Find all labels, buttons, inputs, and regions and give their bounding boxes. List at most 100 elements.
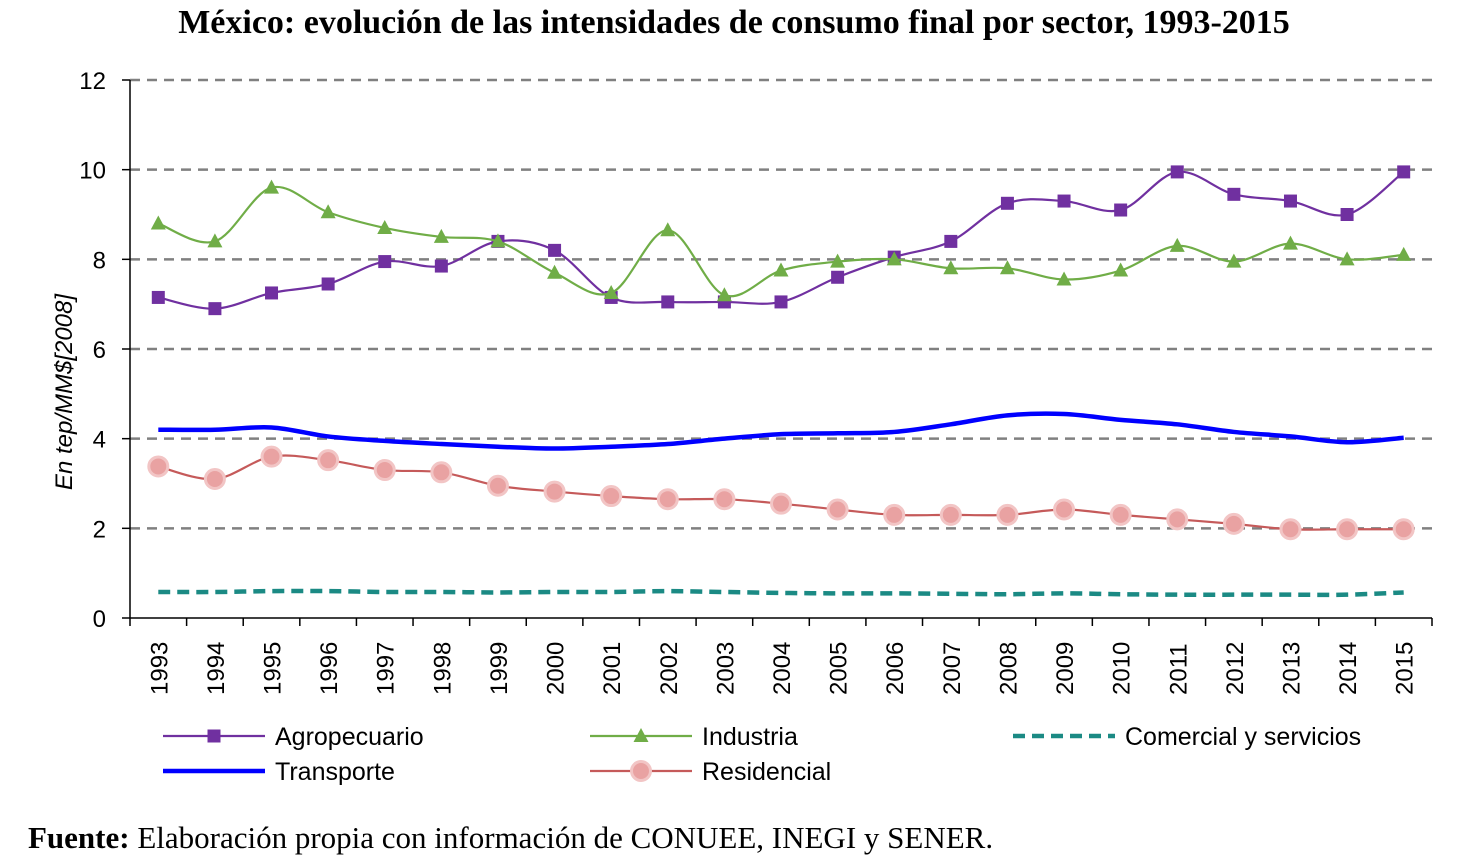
point-residencial-1993: [147, 455, 170, 478]
point-residencial-2015: [1392, 518, 1415, 541]
point-agropecuario-1996: [321, 277, 335, 291]
x-tick-label-2007: 2007: [939, 642, 966, 695]
legend-label-transporte: Transporte: [275, 758, 395, 786]
x-tick-label-2008: 2008: [995, 642, 1022, 695]
x-tick-label-2010: 2010: [1109, 642, 1136, 695]
source-label: Fuente:: [28, 820, 130, 855]
point-residencial-2006: [883, 503, 906, 526]
legend-marker-industria: [633, 728, 649, 742]
x-tick-label-1999: 1999: [486, 642, 513, 695]
point-industria-2010: [1113, 262, 1129, 277]
point-industria-1995: [264, 179, 280, 194]
point-residencial-2004: [770, 492, 792, 515]
legend-marker-agropecuario: [207, 729, 221, 743]
chart: 0 2 4 6 8 10 12 1993 1994 1995 1996 1997 1998 1999 20…: [51, 68, 1433, 786]
x-tick-label-2002: 2002: [656, 642, 683, 695]
legend-item-industria: Industria: [590, 723, 798, 751]
point-industria-1999: [490, 233, 506, 248]
point-agropecuario-1997: [378, 255, 392, 269]
legend-label-comercial-y-servicios: Comercial y servicios: [1125, 723, 1361, 751]
series-line-agropecuario: [158, 170, 1405, 310]
chart-title: México: evolución de las intensidades de…: [178, 4, 1290, 41]
point-industria-2002: [660, 222, 676, 237]
point-agropecuario-2000: [548, 243, 562, 257]
x-tick-label-2011: 2011: [1165, 643, 1192, 695]
point-residencial-2005: [826, 498, 849, 521]
legend-label-industria: Industria: [702, 723, 798, 751]
legend-item-transporte: Transporte: [163, 758, 395, 786]
series-group: [147, 165, 1415, 598]
gridlines: [130, 78, 1432, 530]
x-tick-label-1996: 1996: [316, 642, 343, 695]
point-residencial-2010: [1109, 503, 1132, 526]
x-tick-label-2004: 2004: [769, 642, 796, 695]
point-residencial-1997: [373, 459, 396, 482]
x-tick-label-2015: 2015: [1392, 642, 1419, 695]
point-agropecuario-1998: [434, 259, 448, 273]
point-agropecuario-1995: [265, 286, 279, 300]
point-residencial-2013: [1279, 518, 1302, 541]
x-tick-label-2001: 2001: [599, 642, 626, 695]
point-agropecuario-1993: [151, 290, 165, 304]
point-industria-1994: [207, 233, 223, 248]
point-agropecuario-2002: [661, 295, 675, 309]
series-comercial-y-servicios: [158, 588, 1404, 598]
point-agropecuario-2010: [1114, 203, 1128, 217]
x-tick-label-2003: 2003: [712, 642, 739, 695]
x-tick-label-2014: 2014: [1335, 642, 1362, 695]
x-tick-label-2005: 2005: [826, 642, 853, 695]
point-industria-1993: [150, 215, 166, 230]
point-industria-2007: [943, 260, 959, 275]
point-residencial-2014: [1336, 518, 1359, 541]
y-tick-label-8: 8: [93, 247, 106, 274]
series-line-transporte: [158, 411, 1404, 451]
point-residencial-1999: [486, 474, 509, 497]
point-industria-2008: [999, 260, 1015, 275]
point-residencial-1998: [430, 461, 453, 484]
point-industria-2012: [1226, 253, 1242, 268]
point-industria-2013: [1282, 235, 1298, 250]
legend-item-residencial: Residencial: [590, 758, 831, 786]
point-residencial-2012: [1222, 512, 1245, 535]
point-residencial-2007: [939, 503, 962, 526]
legend-item-comercial-y-servicios: Comercial y servicios: [1013, 723, 1361, 751]
point-industria-2006: [886, 251, 902, 266]
point-industria-1996: [320, 204, 336, 219]
point-industria-2005: [830, 253, 846, 268]
y-tick-label-12: 12: [79, 68, 106, 95]
series-residencial: [147, 445, 1415, 541]
axes: [122, 79, 1433, 626]
point-agropecuario-2014: [1340, 208, 1354, 221]
y-tick-label-6: 6: [93, 337, 106, 364]
series-industria: [150, 179, 1412, 302]
point-agropecuario-2005: [831, 270, 845, 284]
y-axis-label: En tep/MM$[2008]: [51, 293, 78, 490]
legend-label-residencial: Residencial: [702, 758, 831, 786]
point-agropecuario-2009: [1057, 194, 1071, 208]
series-line-industria: [157, 185, 1404, 298]
point-agropecuario-2015: [1397, 165, 1411, 179]
x-tick-label-1997: 1997: [373, 642, 400, 695]
point-residencial-2001: [600, 485, 623, 508]
series-agropecuario: [151, 165, 1411, 316]
x-tick-labels: 1993 1994 1995 1996 1997 1998 1999 2000 2001 2002…: [146, 642, 1418, 695]
point-industria-2001: [603, 284, 619, 299]
point-industria-2015: [1396, 246, 1412, 261]
legend: Agropecuario Industria Comercial y servici…: [163, 723, 1361, 786]
point-residencial-1996: [317, 449, 340, 472]
x-tick-label-1993: 1993: [146, 642, 173, 695]
y-tick-label-4: 4: [93, 427, 106, 454]
y-tick-label-2: 2: [93, 516, 106, 543]
source-text: Elaboración propia con información de CO…: [129, 820, 994, 855]
series-transporte: [158, 411, 1404, 451]
x-tick-label-1998: 1998: [429, 642, 456, 695]
y-tick-labels: 0 2 4 6 8 10 12: [79, 68, 106, 633]
point-industria-2014: [1339, 251, 1355, 266]
x-tick-label-2006: 2006: [882, 642, 909, 695]
point-residencial-1995: [260, 445, 283, 468]
point-industria-2003: [716, 287, 732, 302]
point-residencial-2008: [996, 503, 1019, 526]
y-tick-label-10: 10: [79, 158, 106, 185]
point-industria-2011: [1169, 237, 1185, 252]
point-residencial-2009: [1053, 498, 1076, 521]
